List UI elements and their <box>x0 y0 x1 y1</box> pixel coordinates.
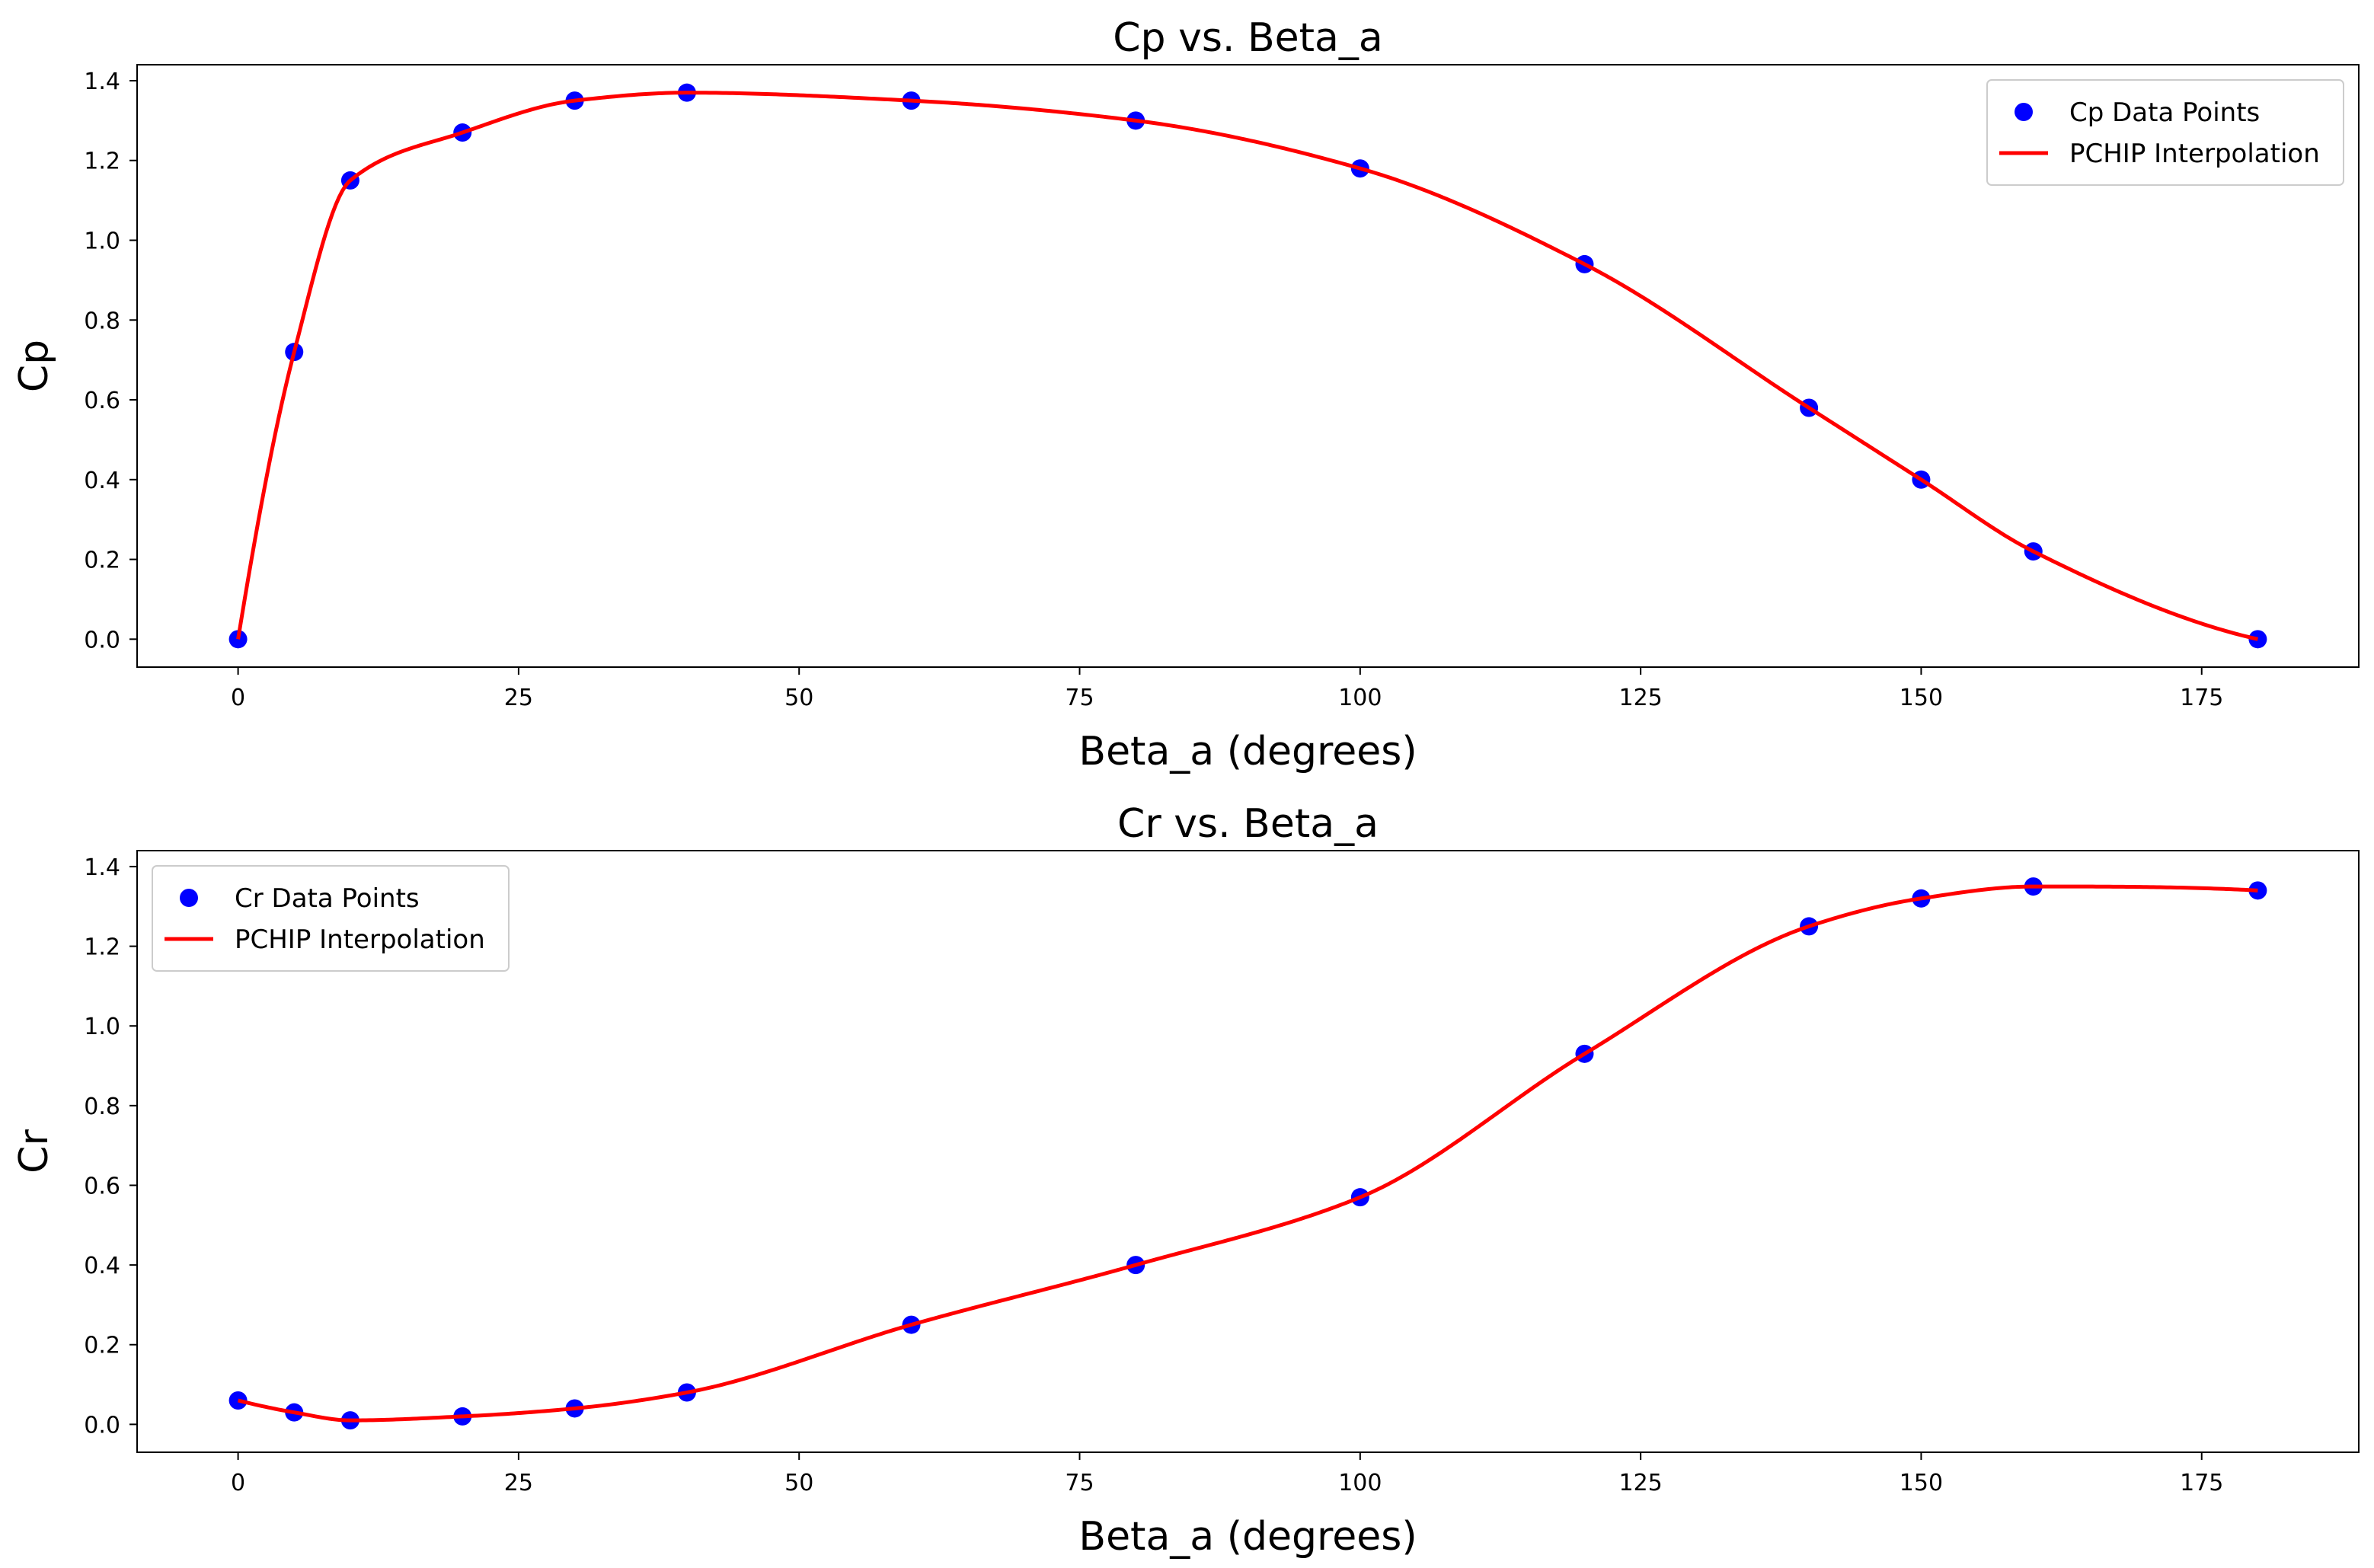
x-tick-label: 150 <box>1900 685 1943 711</box>
y-tick-label: 0.8 <box>84 308 120 334</box>
x-tick-label: 25 <box>504 1470 533 1496</box>
x-axis-label: Beta_a (degrees) <box>1078 729 1417 774</box>
x-tick-label: 125 <box>1618 685 1662 711</box>
x-tick-label: 175 <box>2180 1470 2223 1496</box>
x-tick-label: 0 <box>231 685 245 711</box>
y-tick-label: 0.2 <box>84 548 120 574</box>
legend-marker-points <box>2015 103 2033 121</box>
cp-chart: Cp vs. Beta_a 0 25 50 75 100 125 150 175 0.0 0.2 0.… <box>11 15 2360 774</box>
x-tick-label: 75 <box>1065 1470 1094 1496</box>
y-tick-label: 0.4 <box>84 468 120 494</box>
legend-label-points: Cr Data Points <box>235 883 420 914</box>
plot-frame <box>136 64 2360 668</box>
legend: Cp Data Points PCHIP Interpolation <box>1986 79 2344 186</box>
y-tick-label: 0.4 <box>84 1253 120 1279</box>
chart-title: Cp vs. Beta_a <box>1113 15 1383 61</box>
y-axis-label: Cp <box>11 340 57 392</box>
y-tick-label: 0.0 <box>84 1412 120 1439</box>
x-tick-label: 75 <box>1065 685 1094 711</box>
x-tick-label: 150 <box>1900 1470 1943 1496</box>
x-tick-label: 100 <box>1338 685 1382 711</box>
y-tick-label: 0.0 <box>84 627 120 653</box>
y-tick-label: 1.2 <box>84 934 120 961</box>
x-axis-label: Beta_a (degrees) <box>1078 1514 1417 1560</box>
y-tick-label: 0.2 <box>84 1333 120 1359</box>
pchip-line <box>237 884 2258 1423</box>
legend-marker-points <box>180 889 198 907</box>
legend-box <box>152 865 510 972</box>
pchip-line <box>236 91 2258 641</box>
y-tick-label: 1.4 <box>84 854 120 881</box>
legend-box <box>1986 79 2344 186</box>
legend-label-points: Cp Data Points <box>2069 97 2260 128</box>
data-point <box>228 630 248 649</box>
x-tick-label: 50 <box>784 685 813 711</box>
x-tick-label: 50 <box>784 1470 813 1496</box>
x-tick-label: 0 <box>231 1470 245 1496</box>
y-tick-label: 1.0 <box>84 1014 120 1040</box>
y-tick-label: 1.2 <box>84 148 120 175</box>
chart-title: Cr vs. Beta_a <box>1117 801 1379 847</box>
legend-label-line: PCHIP Interpolation <box>235 925 485 955</box>
legend: Cr Data Points PCHIP Interpolation <box>152 865 510 972</box>
legend-label-line: PCHIP Interpolation <box>2069 139 2320 169</box>
cr-chart: Cr vs. Beta_a 0 25 50 75 100 125 150 175 0.0 0.2 0.… <box>11 801 2360 1560</box>
y-tick-label: 1.0 <box>84 228 120 254</box>
x-tick-label: 100 <box>1338 1470 1382 1496</box>
y-tick-label: 0.6 <box>84 1173 120 1199</box>
y-tick-label: 0.8 <box>84 1094 120 1120</box>
x-tick-label: 25 <box>504 685 533 711</box>
x-tick-label: 175 <box>2180 685 2223 711</box>
y-axis-label: Cr <box>11 1129 57 1174</box>
y-tick-label: 0.6 <box>84 388 120 414</box>
plot-frame <box>136 850 2360 1453</box>
y-tick-label: 1.4 <box>84 69 120 95</box>
x-tick-label: 125 <box>1618 1470 1662 1496</box>
